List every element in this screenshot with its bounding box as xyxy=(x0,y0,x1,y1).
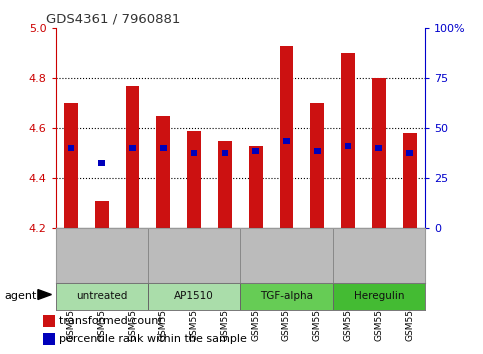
Bar xyxy=(187,131,201,228)
Bar xyxy=(345,143,352,149)
Bar xyxy=(99,160,105,166)
Text: percentile rank within the sample: percentile rank within the sample xyxy=(59,334,247,344)
Bar xyxy=(191,150,198,156)
Bar xyxy=(222,150,228,156)
Bar xyxy=(218,141,232,228)
Text: GDS4361 / 7960881: GDS4361 / 7960881 xyxy=(46,12,180,25)
Bar xyxy=(314,148,321,154)
Bar xyxy=(333,283,425,310)
Bar xyxy=(43,333,55,345)
Text: untreated: untreated xyxy=(76,291,128,302)
Text: AP1510: AP1510 xyxy=(174,291,214,302)
Bar xyxy=(372,78,386,228)
Bar xyxy=(375,145,382,152)
Bar xyxy=(311,103,324,228)
Bar xyxy=(280,46,293,228)
Polygon shape xyxy=(38,290,52,299)
Text: TGF-alpha: TGF-alpha xyxy=(260,291,313,302)
Bar xyxy=(160,145,167,152)
Bar xyxy=(249,146,263,228)
Bar xyxy=(95,201,109,228)
Bar xyxy=(56,283,148,310)
Bar xyxy=(406,150,413,156)
Bar xyxy=(43,315,55,327)
Bar xyxy=(341,53,355,228)
Text: agent: agent xyxy=(5,291,37,301)
Bar xyxy=(64,103,78,228)
Bar xyxy=(403,133,416,228)
Text: transformed count: transformed count xyxy=(59,316,163,326)
Bar xyxy=(283,138,290,144)
Bar xyxy=(126,86,140,228)
Bar xyxy=(252,148,259,154)
Bar xyxy=(68,145,74,152)
Text: Heregulin: Heregulin xyxy=(354,291,404,302)
Bar xyxy=(240,283,333,310)
Bar xyxy=(156,116,170,228)
Bar xyxy=(129,145,136,152)
Bar xyxy=(148,283,241,310)
